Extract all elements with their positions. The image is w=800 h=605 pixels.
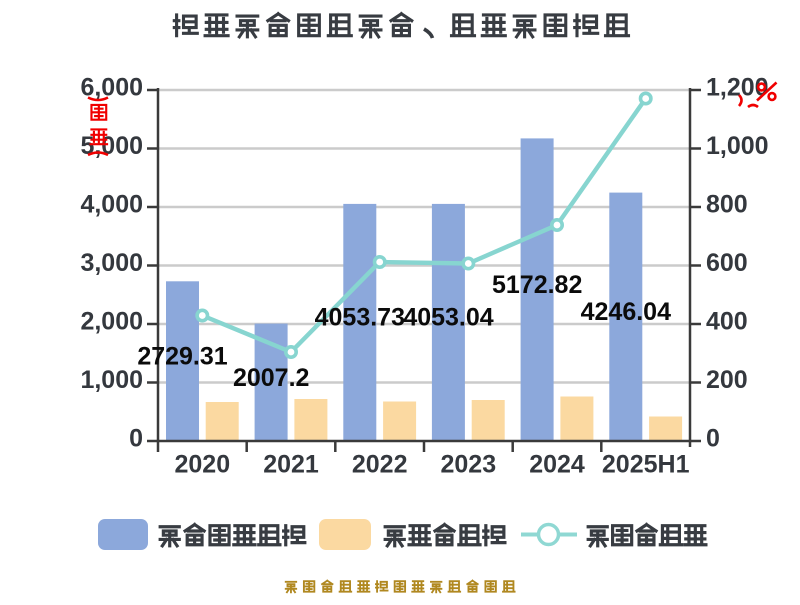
svg-text:2024: 2024	[529, 451, 585, 479]
svg-text:600: 600	[706, 249, 748, 277]
svg-text:4053.04: 4053.04	[403, 304, 493, 332]
svg-text:6,000: 6,000	[80, 74, 143, 102]
svg-text:4053.73: 4053.73	[315, 304, 405, 332]
svg-text:2021: 2021	[263, 451, 319, 479]
svg-text:1,000: 1,000	[706, 132, 769, 160]
svg-text:2025H1: 2025H1	[602, 451, 690, 479]
svg-text:5172.82: 5172.82	[492, 271, 582, 299]
svg-text:4246.04: 4246.04	[581, 298, 671, 326]
svg-text:2007.2: 2007.2	[233, 364, 309, 392]
svg-text:3,000: 3,000	[80, 249, 143, 277]
svg-text:5,000: 5,000	[80, 132, 143, 160]
svg-text:4,000: 4,000	[80, 191, 143, 219]
svg-text:400: 400	[706, 308, 748, 336]
svg-text:2023: 2023	[440, 451, 496, 479]
svg-text:2729.31: 2729.31	[137, 343, 227, 371]
svg-text:2,000: 2,000	[80, 308, 143, 336]
svg-text:0: 0	[129, 425, 143, 453]
svg-text:200: 200	[706, 366, 748, 394]
svg-text:2022: 2022	[352, 451, 408, 479]
svg-text:1,000: 1,000	[80, 366, 143, 394]
svg-text:800: 800	[706, 191, 748, 219]
svg-text:2020: 2020	[174, 451, 230, 479]
svg-text:0: 0	[706, 425, 720, 453]
